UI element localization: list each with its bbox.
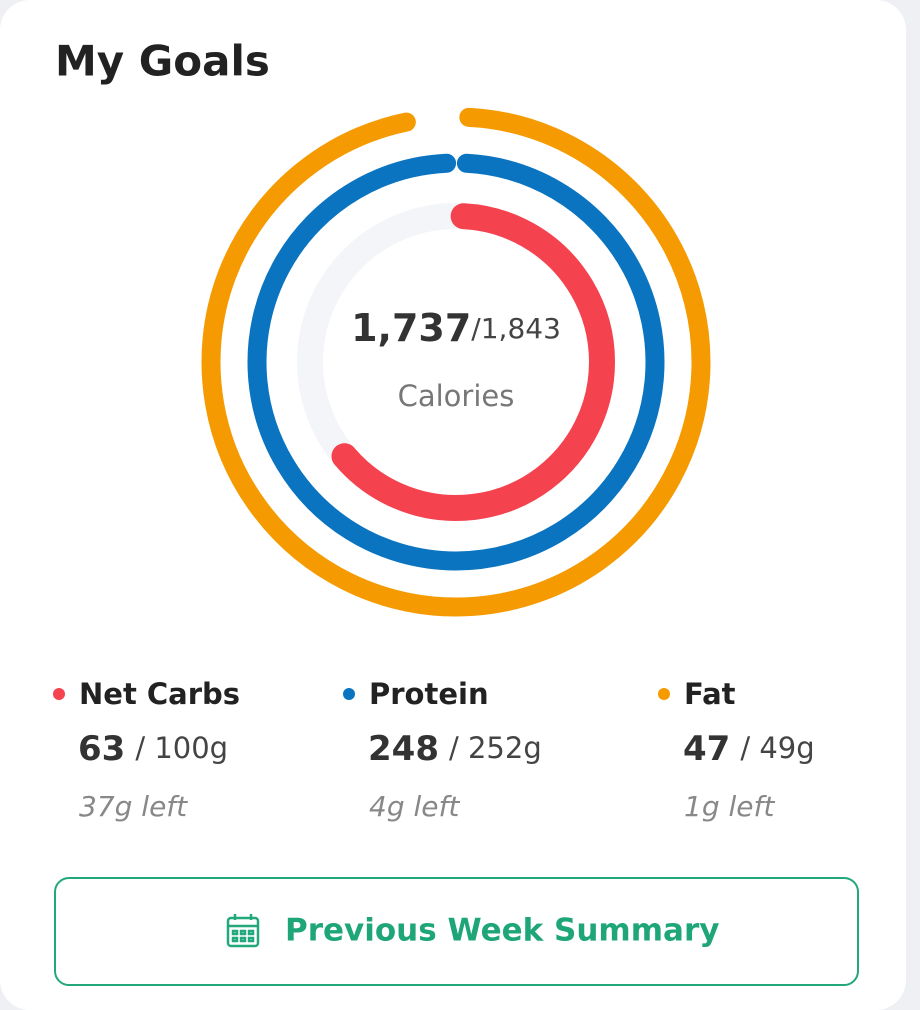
macro-left: 37g left	[79, 790, 188, 823]
macro-consumed: 63	[78, 729, 125, 769]
summary-button[interactable]: Previous Week Summary	[54, 877, 859, 986]
macro-ring	[247, 153, 665, 571]
calendar-icon	[226, 914, 260, 948]
macro-name: Protein	[369, 677, 489, 711]
calories-summary: 1,737/1,843	[351, 306, 561, 350]
macro-left: 1g left	[684, 790, 775, 823]
macro-goal: / 252g	[449, 731, 542, 765]
legend-dot	[343, 688, 355, 700]
calories-consumed: 1,737	[351, 306, 471, 350]
title: My Goals	[55, 37, 270, 86]
rings	[201, 107, 711, 617]
button-frame[interactable]	[54, 877, 859, 986]
legend-dot	[53, 688, 65, 700]
macro-ring	[331, 203, 615, 521]
macro-left: 4g left	[369, 790, 460, 823]
macro-amount: 248 / 252g	[368, 729, 542, 769]
macro-name: Net Carbs	[79, 677, 240, 711]
macro-amount: 63 / 100g	[78, 729, 228, 769]
macro-name: Fat	[684, 677, 736, 711]
macro-consumed: 248	[368, 729, 439, 769]
macro-goal: / 49g	[740, 731, 814, 765]
calories-goal: /1,843	[471, 312, 561, 345]
macros: Net Carbs 63 / 100g 37g left Protein 248 / 252…	[53, 677, 815, 823]
macro-goal: / 100g	[135, 731, 228, 765]
legend-dot	[658, 688, 670, 700]
calories-label: Calories	[398, 379, 515, 413]
macro-amount: 47 / 49g	[683, 729, 815, 769]
macro-consumed: 47	[683, 729, 730, 769]
button-label[interactable]: Previous Week Summary	[285, 913, 719, 949]
macro-ring	[201, 107, 711, 617]
